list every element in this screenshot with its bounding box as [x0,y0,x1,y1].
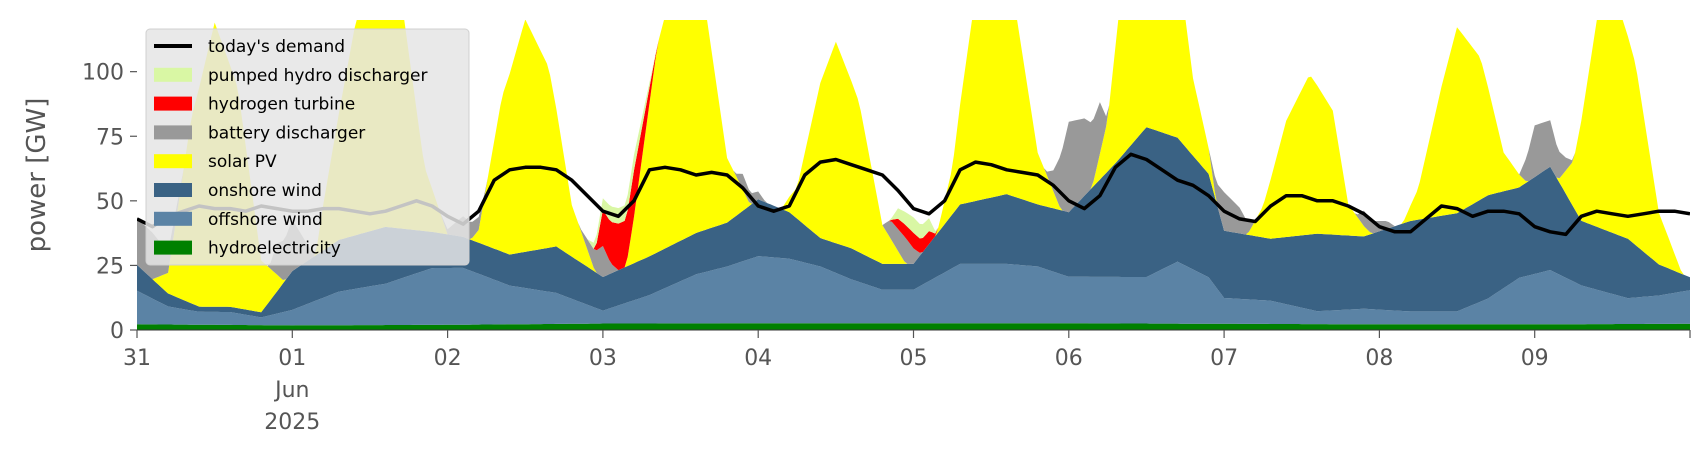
x-date-label: 2025 [264,410,320,435]
x-tick-label: 04 [744,346,772,371]
y-tick-label: 75 [96,125,124,150]
legend-box [145,28,470,266]
axes: 0 25 50 75 100 31 01 02 03 04 05 06 07 08 09 Jun 2025 pow… [22,61,1691,435]
y-axis-label: power [GW] [22,98,52,253]
area-solar-pv [137,20,1690,313]
legend-label-hydroelectricity: hydroelectricity [208,239,341,259]
legend-label-onshore-wind: onshore wind [208,181,322,201]
x-tick-label: 02 [434,346,462,371]
x-tick-label: 31 [123,346,151,371]
legend-label-offshore-wind: offshore wind [208,210,323,230]
legend-label-battery-discharger: battery discharger [208,123,365,143]
area-hydroelectricity [137,323,1690,330]
legend-label-solar-pv: solar PV [208,152,277,172]
legend-swatch-onshore-wind [154,183,192,197]
x-tick-label: 08 [1365,346,1393,371]
y-tick-label: 50 [96,190,124,215]
legend: today's demand pumped hydro discharger hyd… [145,28,470,266]
x-date-label: Jun [273,378,309,403]
legend-swatch-hydroelectricity [154,240,192,255]
legend-swatch-solar-pv [154,154,192,169]
legend-label-today-s-demand: today's demand [208,37,345,57]
x-tick-label: 09 [1521,346,1549,371]
legend-label-hydrogen-turbine: hydrogen turbine [208,95,355,115]
y-tick-label: 25 [96,254,124,279]
x-tick-label: 01 [278,346,306,371]
x-tick-label: 05 [900,346,928,371]
area-pumped-hydro-discharger [137,20,1690,278]
area-onshore-wind [137,127,1690,318]
area-offshore-wind [137,256,1690,326]
legend-label-pumped-hydro-discharger: pumped hydro discharger [208,66,427,86]
y-tick-label: 100 [82,61,124,86]
y-tick-label: 0 [110,319,124,344]
x-tick-label: 07 [1210,346,1238,371]
x-tick-label: 03 [589,346,617,371]
legend-swatch-offshore-wind [154,211,192,226]
legend-swatch-hydrogen-turbine [154,96,192,111]
x-tick-label: 06 [1055,346,1083,371]
legend-swatch-pumped-hydro-discharger [154,67,192,82]
legend-swatch-battery-discharger [154,125,192,140]
